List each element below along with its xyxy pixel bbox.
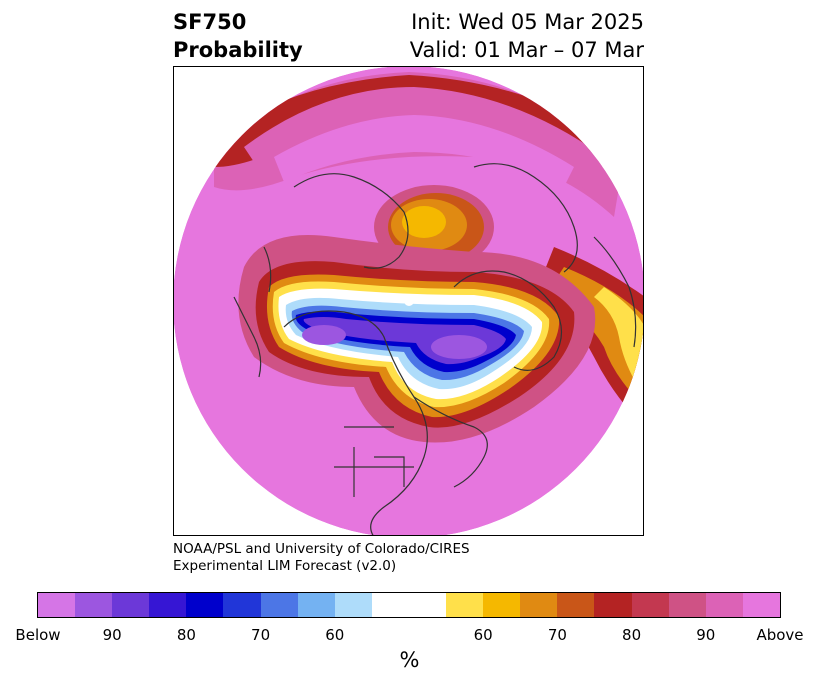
asia-yellow — [402, 206, 446, 238]
colorbar-segment — [594, 593, 632, 617]
variable-type: Probability — [173, 38, 303, 62]
alaska-below-core — [302, 325, 346, 345]
north-red-band — [214, 75, 629, 172]
colorbar-segment — [223, 593, 261, 617]
credit-text: NOAA/PSL and University of Colorado/CIRE… — [173, 541, 470, 575]
east-yellow-band — [594, 287, 643, 397]
colorbar-segment — [149, 593, 187, 617]
colorbar-tick-label: 70 — [251, 626, 271, 644]
colorbar-segment — [557, 593, 595, 617]
colorbar-segment — [260, 593, 298, 617]
colorbar-tick-label: Below — [15, 626, 61, 644]
colorbar-tick-label: 90 — [696, 626, 716, 644]
colorbar-segment — [520, 593, 558, 617]
date-info: Init: Wed 05 Mar 2025 Valid: 01 Mar – 07… — [410, 8, 644, 64]
colorbar-tick-label: 70 — [547, 626, 567, 644]
colorbar — [37, 592, 781, 618]
init-date: Init: Wed 05 Mar 2025 — [411, 10, 644, 34]
colorbar-segment — [371, 593, 409, 617]
colorbar-segment — [631, 593, 669, 617]
colorbar-segment — [112, 593, 150, 617]
colorbar-segment — [408, 593, 447, 617]
map-panel — [173, 66, 644, 536]
canada-below-core — [431, 335, 487, 359]
colorbar-unit: % — [399, 648, 420, 672]
north-light-core — [274, 115, 574, 187]
colorbar-segment — [75, 593, 113, 617]
colorbar-segment — [483, 593, 521, 617]
colorbar-ticks: Below 90 80 70 60 60 70 80 90 Above — [0, 626, 819, 646]
colorbar-tick-label: 60 — [473, 626, 493, 644]
coastlines — [233, 163, 637, 535]
colorbar-segment — [742, 593, 780, 617]
colorbar-tick-label: 60 — [325, 626, 345, 644]
colorbar-tick-label: 80 — [176, 626, 196, 644]
credit-line-2: Experimental LIM Forecast (v2.0) — [173, 558, 397, 574]
colorbar-segment — [186, 593, 224, 617]
polar-map — [174, 67, 643, 535]
colorbar-segment — [297, 593, 335, 617]
colorbar-tick-label: 90 — [102, 626, 122, 644]
north-pole-marker — [404, 296, 414, 306]
colorbar-tick-label: Above — [756, 626, 804, 644]
north-pink-core — [244, 87, 604, 197]
variable-name: SF750 — [173, 10, 247, 34]
colorbar-segment — [334, 593, 372, 617]
credit-line-1: NOAA/PSL and University of Colorado/CIRE… — [173, 541, 470, 557]
map-title: SF750 Probability — [173, 8, 303, 64]
colorbar-segment — [38, 593, 76, 617]
colorbar-tick-label: 80 — [622, 626, 642, 644]
valid-range: Valid: 01 Mar – 07 Mar — [409, 38, 644, 62]
colorbar-segment — [705, 593, 743, 617]
colorbar-segment — [446, 593, 484, 617]
colorbar-segment — [668, 593, 706, 617]
